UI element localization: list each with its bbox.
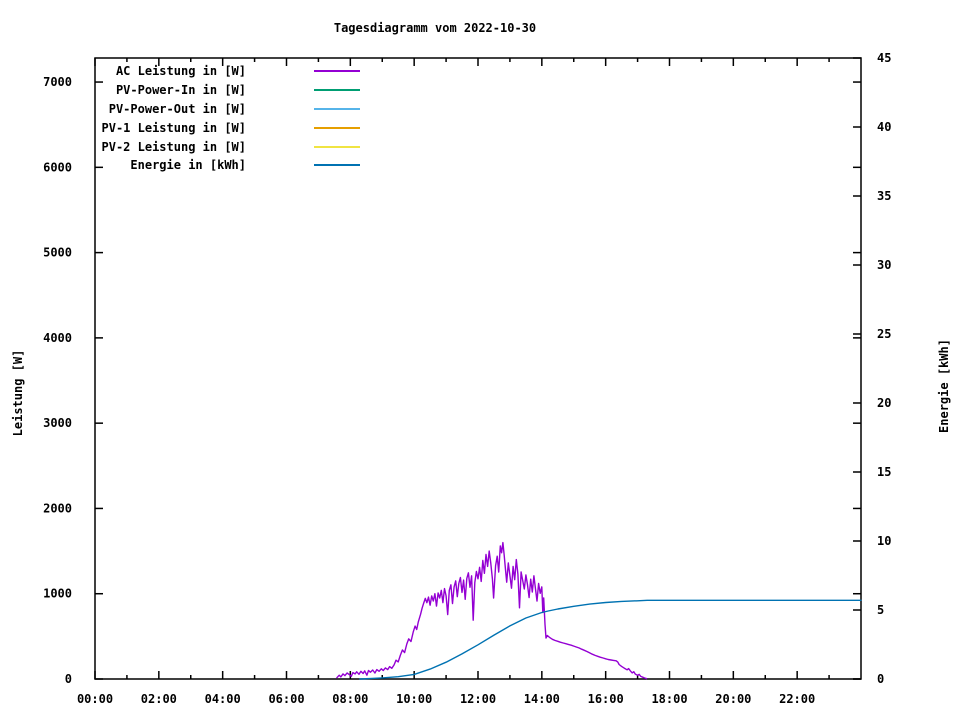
- svg-text:40: 40: [877, 120, 891, 134]
- x-axis-tick-labels: 00:00 02:00 04:00 06:00 08:00 10:00 12:00 14:00…: [77, 692, 815, 706]
- svg-text:20: 20: [877, 396, 891, 410]
- svg-text:3000: 3000: [43, 416, 72, 430]
- svg-text:06:00: 06:00: [268, 692, 304, 706]
- svg-text:0: 0: [877, 672, 884, 686]
- legend-item-label: AC Leistung in [W]: [115, 64, 246, 79]
- legend: AC Leistung in [W] PV-Power-In in [W] PV-P…: [0, 62, 360, 175]
- svg-text:22:00: 22:00: [779, 692, 815, 706]
- svg-text:15: 15: [877, 465, 891, 479]
- plot-border: [94, 57, 862, 680]
- x-axis-ticks: [94, 58, 830, 679]
- svg-text:10: 10: [877, 534, 891, 548]
- legend-item: AC Leistung in [W]: [0, 62, 360, 81]
- legend-item: PV-2 Leistung in [W]: [0, 137, 360, 156]
- svg-text:25: 25: [877, 327, 891, 341]
- svg-text:45: 45: [877, 51, 891, 65]
- svg-text:1000: 1000: [43, 587, 72, 601]
- svg-text:30: 30: [877, 258, 891, 272]
- svg-text:04:00: 04:00: [205, 692, 241, 706]
- svg-text:20:00: 20:00: [715, 692, 751, 706]
- svg-text:08:00: 08:00: [332, 692, 368, 706]
- legend-line-swatch: [314, 107, 360, 110]
- series-line: [336, 541, 648, 680]
- legend-item-label: PV-1 Leistung in [W]: [101, 120, 247, 135]
- svg-text:35: 35: [877, 189, 891, 203]
- svg-text:00:00: 00:00: [77, 692, 113, 706]
- svg-text:12:00: 12:00: [460, 692, 496, 706]
- svg-text:16:00: 16:00: [588, 692, 624, 706]
- svg-text:18:00: 18:00: [651, 692, 687, 706]
- y-axis-ticks: 0 1000 2000 3000 4000 5000 6000 7000: [43, 75, 861, 686]
- svg-text:5: 5: [877, 603, 884, 617]
- svg-text:4000: 4000: [43, 331, 72, 345]
- legend-item-label: PV-Power-In in [W]: [115, 83, 246, 98]
- legend-item-label: PV-Power-Out in [W]: [108, 101, 246, 116]
- svg-text:7000: 7000: [43, 75, 72, 89]
- legend-line-swatch: [314, 145, 360, 148]
- svg-text:5000: 5000: [43, 246, 72, 260]
- legend-item-label: PV-2 Leistung in [W]: [101, 139, 247, 154]
- svg-text:0: 0: [65, 672, 72, 686]
- legend-item: PV-Power-Out in [W]: [0, 100, 360, 119]
- svg-text:6000: 6000: [43, 160, 72, 174]
- legend-line-swatch: [314, 164, 360, 167]
- legend-line-swatch: [314, 126, 360, 129]
- chart-title: Tagesdiagramm vom 2022-10-30: [333, 21, 537, 35]
- legend-item: PV-Power-In in [W]: [0, 81, 360, 100]
- legend-item-label: Energie in [kWh]: [130, 158, 246, 173]
- svg-text:10:00: 10:00: [396, 692, 432, 706]
- series-line: [359, 599, 862, 680]
- svg-text:2000: 2000: [43, 501, 72, 515]
- legend-line-swatch: [314, 89, 360, 92]
- legend-item: PV-1 Leistung in [W]: [0, 118, 360, 137]
- svg-text:14:00: 14:00: [524, 692, 560, 706]
- y2-axis-ticks: 0 5 10 15 20 25 30 35 40 45: [853, 51, 891, 686]
- legend-item: Energie in [kWh]: [0, 156, 360, 175]
- legend-line-swatch: [314, 70, 360, 73]
- svg-text:02:00: 02:00: [141, 692, 177, 706]
